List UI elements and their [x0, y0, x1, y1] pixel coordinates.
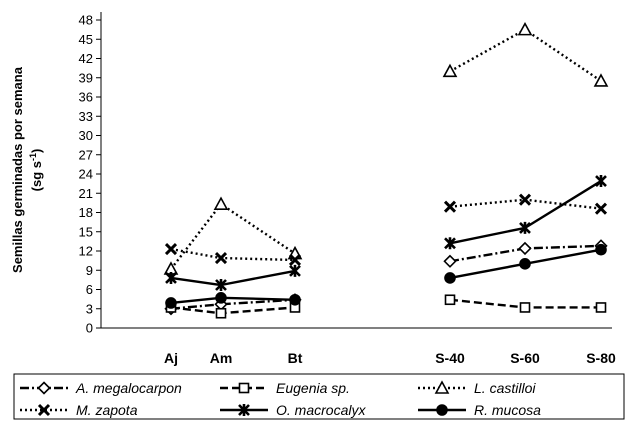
series: [163, 21, 609, 275]
marker-circle: [595, 243, 607, 256]
y-tick-label: 9: [86, 263, 93, 278]
x-tick-label: Am: [210, 350, 233, 366]
legend-item: Eugenia sp.: [220, 380, 350, 396]
legend: A. megalocarpon Eugenia sp. L. castilloi M.…: [13, 373, 625, 420]
series: [164, 239, 608, 316]
series-line: [449, 28, 602, 82]
x-tick-label: S-80: [586, 350, 616, 366]
legend-item: R. mucosa: [418, 402, 541, 418]
marker-square: [238, 382, 250, 394]
marker-star: [289, 264, 301, 277]
marker-star: [238, 404, 250, 416]
marker-diamond: [37, 381, 51, 395]
marker-square: [595, 302, 607, 313]
legend-label: O. macrocalyx: [276, 402, 366, 418]
legend-label: R. mucosa: [474, 402, 541, 418]
series: [165, 175, 607, 292]
y-tick-label: 45: [79, 32, 93, 47]
y-tick-label: 36: [79, 90, 93, 105]
marker-triangle: [442, 63, 458, 78]
marker-circle: [165, 297, 177, 309]
series: [164, 193, 608, 267]
marker-diamond: [518, 241, 532, 256]
marker-star: [595, 175, 607, 188]
marker-star: [215, 279, 227, 292]
marker-x: [37, 403, 51, 417]
legend-label: M. zapota: [76, 402, 138, 418]
plot-area: [163, 21, 609, 319]
y-tick-label: 42: [79, 51, 93, 66]
marker-circle: [436, 404, 448, 416]
marker-triangle: [593, 73, 609, 87]
legend-label: A. megalocarpon: [75, 380, 182, 396]
series: [165, 294, 607, 319]
y-tick-label: 3: [86, 301, 93, 316]
legend-frame: [13, 373, 625, 420]
legend-item: A. megalocarpon: [20, 380, 182, 396]
marker-diamond: [443, 254, 457, 268]
legend-label: L. castilloi: [474, 380, 536, 396]
y-tick-label: 48: [79, 13, 93, 28]
y-tick-label: 0: [86, 321, 93, 336]
marker-x: [443, 200, 457, 213]
y-tick-label: 27: [79, 147, 93, 162]
legend-label: Eugenia sp.: [276, 380, 350, 396]
marker-x: [518, 193, 532, 206]
series: [165, 243, 607, 309]
axes: [100, 12, 612, 329]
legend-item: O. macrocalyx: [220, 402, 366, 418]
x-tick-label: Bt: [288, 350, 303, 366]
series-line: [170, 247, 296, 262]
marker-circle: [444, 272, 456, 284]
marker-triangle: [434, 380, 450, 394]
legend-item: M. zapota: [20, 402, 138, 418]
marker-triangle: [517, 21, 533, 36]
series-line: [170, 269, 296, 287]
marker-x: [594, 202, 608, 215]
y-axis-label: Semillas germinadas por semana (sg s-1): [10, 66, 44, 273]
x-axis-ticks: Aj Am Bt S-40 S-60 S-80: [164, 350, 616, 366]
marker-circle: [519, 258, 531, 270]
marker-star: [444, 237, 456, 250]
series-line: [170, 306, 296, 315]
y-tick-label: 12: [79, 244, 93, 259]
x-tick-label: Aj: [164, 350, 178, 366]
series-line: [449, 180, 602, 245]
y-tick-label: 33: [79, 109, 93, 124]
x-tick-label: S-40: [435, 350, 465, 366]
marker-star: [165, 271, 177, 284]
y-tick-label: 24: [79, 167, 93, 182]
marker-x: [214, 251, 228, 265]
x-tick-label: S-60: [510, 350, 540, 366]
marker-circle: [215, 292, 227, 304]
y-tick-label: 6: [86, 282, 93, 297]
y-axis-title: Semillas germinadas por semana: [10, 66, 25, 273]
y-tick-label: 15: [79, 224, 93, 239]
legend-item: L. castilloi: [418, 380, 536, 396]
marker-square: [519, 302, 531, 313]
marker-square: [215, 307, 227, 319]
marker-x: [288, 253, 302, 267]
marker-triangle: [213, 196, 229, 210]
y-tick-label: 39: [79, 70, 93, 85]
marker-square: [444, 294, 456, 306]
marker-circle: [289, 293, 301, 306]
marker-x: [164, 243, 178, 256]
y-tick-label: 30: [79, 128, 93, 143]
y-axis-units: (sg s-1): [28, 149, 44, 192]
marker-star: [519, 221, 531, 234]
y-tick-label: 21: [79, 186, 93, 201]
series-line: [170, 296, 296, 305]
y-tick-label: 18: [79, 205, 93, 220]
